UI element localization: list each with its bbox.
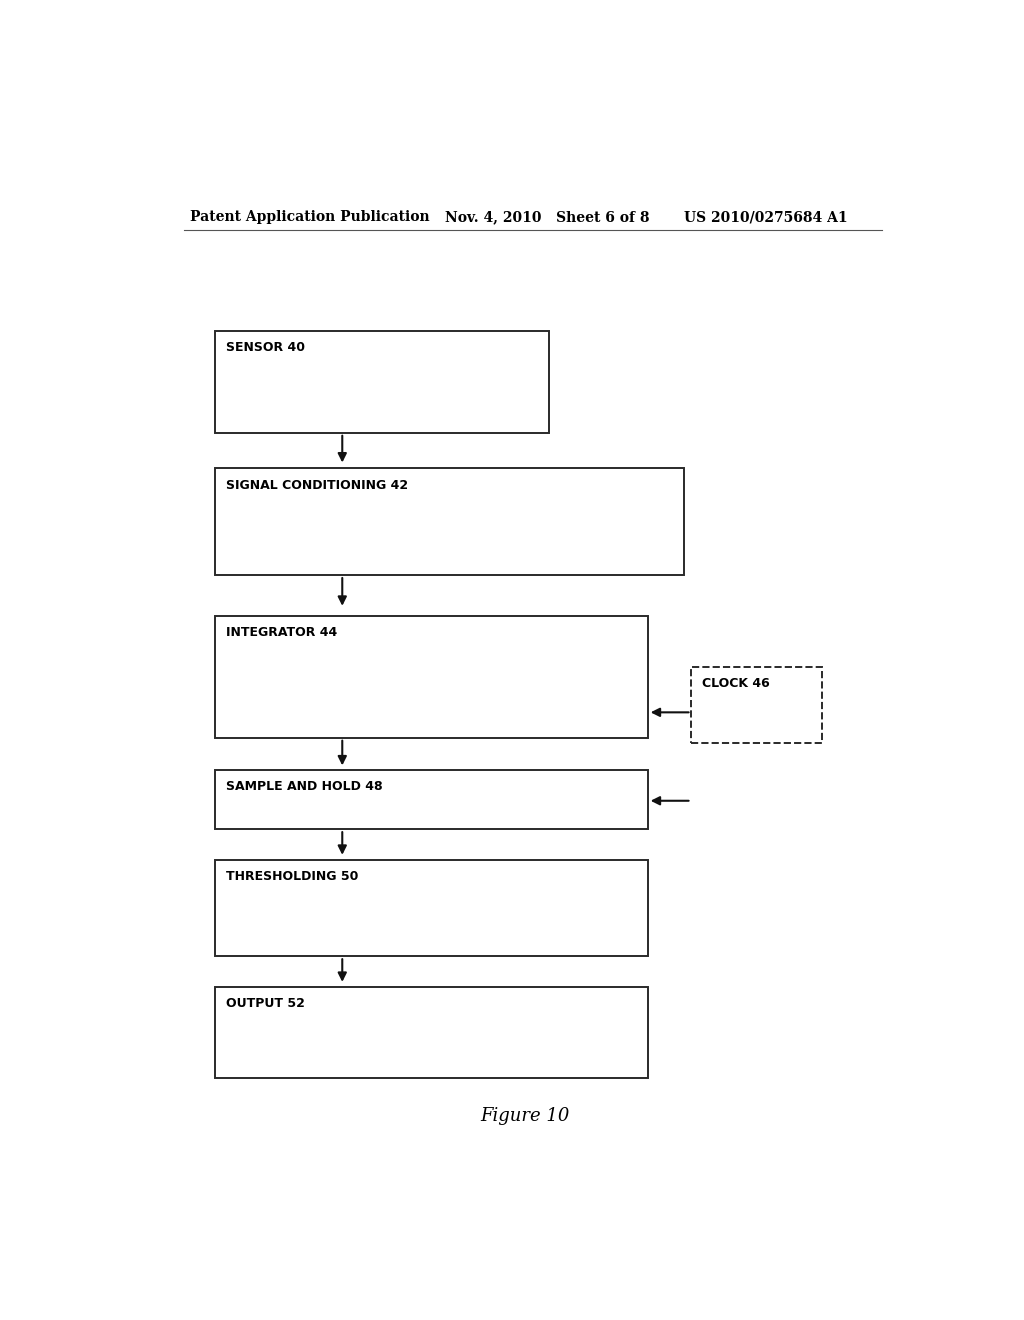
Text: SAMPLE AND HOLD 48: SAMPLE AND HOLD 48 xyxy=(225,780,382,793)
FancyBboxPatch shape xyxy=(215,987,648,1078)
FancyBboxPatch shape xyxy=(215,615,648,738)
Text: Figure 10: Figure 10 xyxy=(480,1107,569,1125)
FancyBboxPatch shape xyxy=(215,859,648,956)
FancyBboxPatch shape xyxy=(215,771,648,829)
FancyBboxPatch shape xyxy=(215,331,549,433)
FancyBboxPatch shape xyxy=(215,469,684,576)
Text: US 2010/0275684 A1: US 2010/0275684 A1 xyxy=(684,210,847,224)
Text: SIGNAL CONDITIONING 42: SIGNAL CONDITIONING 42 xyxy=(225,479,408,491)
Text: SENSOR 40: SENSOR 40 xyxy=(225,342,304,354)
Text: INTEGRATOR 44: INTEGRATOR 44 xyxy=(225,626,337,639)
FancyBboxPatch shape xyxy=(691,667,822,743)
Text: OUTPUT 52: OUTPUT 52 xyxy=(225,997,304,1010)
Text: CLOCK 46: CLOCK 46 xyxy=(701,677,769,690)
Text: THRESHOLDING 50: THRESHOLDING 50 xyxy=(225,870,358,883)
Text: Nov. 4, 2010   Sheet 6 of 8: Nov. 4, 2010 Sheet 6 of 8 xyxy=(445,210,650,224)
Text: Patent Application Publication: Patent Application Publication xyxy=(189,210,429,224)
